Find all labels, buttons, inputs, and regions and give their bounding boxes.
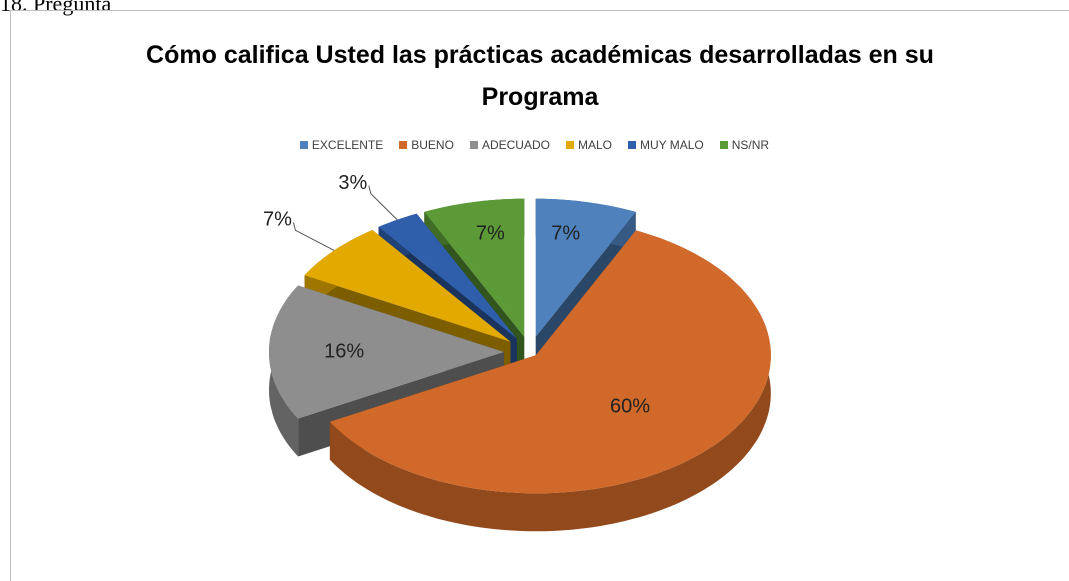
- legend-item: BUENO: [399, 138, 454, 152]
- slice-top: [424, 198, 525, 337]
- slice-top: [329, 230, 771, 494]
- slice-top: [535, 198, 636, 337]
- data-label: 16%: [324, 340, 364, 362]
- legend-item: MUY MALO: [627, 138, 704, 152]
- legend-label: MUY MALO: [639, 138, 704, 152]
- chart-frame: [10, 10, 1069, 581]
- legend-swatch: [565, 141, 574, 149]
- legend-swatch: [299, 141, 308, 149]
- slice-top: [378, 213, 517, 339]
- heading: 18. Pregunta: [0, 0, 112, 16]
- legend-label: NS/NR: [731, 138, 770, 152]
- leader-line: [292, 222, 335, 251]
- legend-item: EXCELENTE: [299, 138, 384, 152]
- data-label: 7%: [476, 223, 505, 245]
- legend-label: ADECUADO: [481, 138, 550, 152]
- legend: EXCELENTE BUENO ADECUADO MALO MUY MALO NS/NR: [0, 138, 1069, 152]
- data-label: 7%: [551, 223, 580, 245]
- legend-label: EXCELENTE: [311, 138, 384, 152]
- data-label: 3%: [338, 172, 367, 194]
- slice-top: [269, 285, 504, 419]
- legend-swatch: [627, 141, 636, 149]
- legend-swatch: [399, 141, 408, 149]
- legend-swatch: [469, 141, 478, 149]
- legend-item: ADECUADO: [469, 138, 550, 152]
- slice: [329, 230, 771, 532]
- legend-label: BUENO: [411, 138, 454, 152]
- legend-label: MALO: [577, 138, 612, 152]
- chart-title: Cómo califica Usted las prácticas académ…: [146, 41, 934, 111]
- data-label: 60%: [610, 396, 650, 418]
- legend-item: MALO: [565, 138, 612, 152]
- data-label: 7%: [263, 209, 292, 231]
- legend-item: NS/NR: [719, 138, 770, 152]
- leader-line: [368, 185, 398, 221]
- legend-swatch: [719, 141, 728, 149]
- slice-top: [304, 230, 511, 342]
